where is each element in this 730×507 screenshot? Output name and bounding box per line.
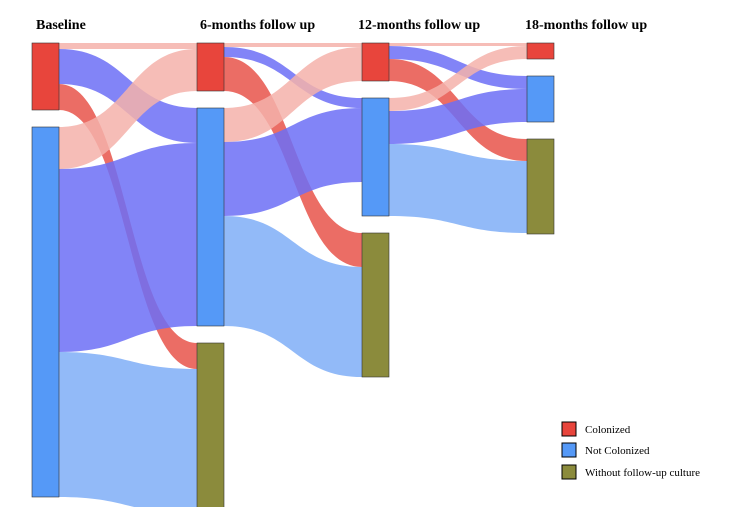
flow-stage0-colonized-to-colonized <box>59 43 197 49</box>
flow-stage2-not-colonized-to-not-colonized <box>389 89 527 144</box>
flow-stage1-not-colonized-to-colonized <box>224 47 362 142</box>
stage-label-6-months: 6-months follow up <box>200 18 315 33</box>
node-stage2-colonized <box>361 42 390 82</box>
node-stage3-colonized <box>526 42 555 60</box>
node-stage1-not-colonized <box>196 107 225 327</box>
stage-label-18-months: 18-months follow up <box>525 18 647 33</box>
legend-swatch-colonized <box>561 421 577 437</box>
legend-label-not-colonized: Not Colonized <box>585 445 650 457</box>
node-stage0-not-colonized <box>31 126 60 498</box>
flow-stage0-not-colonized-to-no-culture <box>59 352 197 507</box>
flow-stage0-not-colonized-to-colonized <box>59 49 197 169</box>
node-stage1-no-culture <box>196 342 225 507</box>
node-stage0-colonized <box>31 42 60 111</box>
stage-nodes <box>31 42 555 507</box>
flow-links <box>59 43 527 507</box>
legend-label-without-follow-up-culture: Without follow-up culture <box>585 467 700 479</box>
node-stage1-colonized <box>196 42 225 92</box>
flow-stage1-not-colonized-to-no-culture <box>224 216 362 377</box>
node-stage2-no-culture <box>361 232 390 378</box>
node-stage3-not-colonized <box>526 75 555 123</box>
node-stage3-no-culture <box>526 138 555 235</box>
stage-label-12-months: 12-months follow up <box>358 18 480 33</box>
legend: Colonized Not Colonized Without follow-u… <box>561 421 700 480</box>
stage-label-baseline: Baseline <box>36 18 86 33</box>
flow-stage2-colonized-to-not-colonized <box>389 46 527 89</box>
legend-swatch-not-colonized <box>561 442 577 458</box>
flow-stage0-not-colonized-to-not-colonized <box>59 143 197 352</box>
flow-stage2-not-colonized-to-no-culture <box>389 144 527 233</box>
flow-stage2-not-colonized-to-colonized <box>389 46 527 111</box>
flow-stage1-not-colonized-to-not-colonized <box>224 108 362 216</box>
legend-label-colonized: Colonized <box>585 424 631 436</box>
node-stage2-not-colonized <box>361 97 390 217</box>
flow-stage1-colonized-to-colonized <box>224 43 362 47</box>
legend-swatch-without-follow-up-culture <box>561 464 577 480</box>
flow-stage2-colonized-to-colonized <box>389 43 527 46</box>
